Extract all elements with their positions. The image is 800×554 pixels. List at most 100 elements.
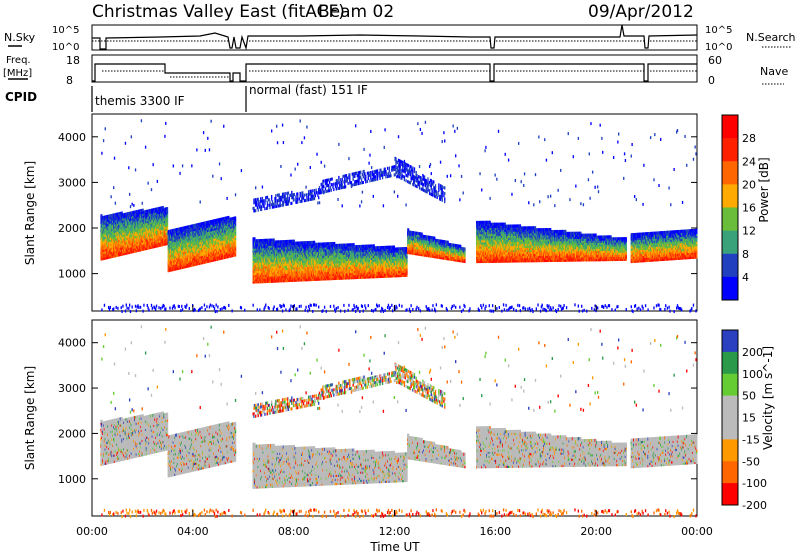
power-cell <box>305 186 306 189</box>
power-cell <box>289 197 290 200</box>
power-cell <box>210 120 211 123</box>
nave-tick-top: 60 <box>708 54 722 67</box>
power-cell <box>287 194 288 197</box>
power-cell <box>241 306 242 309</box>
freq-tick-top: 18 <box>66 54 80 67</box>
power-cell <box>284 195 285 198</box>
power-cell <box>303 197 304 200</box>
power-cell <box>306 126 307 129</box>
power-cell <box>228 304 229 307</box>
power-cell <box>142 202 143 205</box>
power-cell <box>264 202 265 205</box>
nsearch-tick-bottom: 10^0 <box>705 42 732 53</box>
power-cell <box>267 204 268 207</box>
power-cell <box>157 180 158 183</box>
power-cell <box>295 198 296 201</box>
power-cell <box>281 198 282 201</box>
power-cell <box>126 304 127 307</box>
power-cell <box>131 135 132 138</box>
power-cell <box>257 308 258 311</box>
power-cell <box>300 119 301 122</box>
power-cell <box>189 307 190 310</box>
power-cell <box>281 305 282 308</box>
power-cell <box>304 194 305 197</box>
cpid-mode-2: normal (fast) 151 IF <box>249 83 368 97</box>
power-cell <box>272 200 273 203</box>
power-cell <box>275 202 276 205</box>
power-cell <box>271 129 272 132</box>
power-cell <box>204 304 205 307</box>
power-cell <box>214 307 215 310</box>
power-cell <box>145 146 146 149</box>
power-cell <box>116 306 117 309</box>
power-cell <box>235 193 236 196</box>
power-cell <box>277 141 278 144</box>
power-cell <box>253 207 254 210</box>
power-cell <box>299 305 300 308</box>
power-cell <box>280 204 281 207</box>
power-cell <box>169 307 170 310</box>
power-cell <box>283 141 284 144</box>
nsearch-tick-top: 10^5 <box>705 25 732 36</box>
power-cell <box>263 202 264 205</box>
power-cell <box>263 205 264 208</box>
power-cell <box>136 309 137 312</box>
power-cell <box>165 307 166 310</box>
power-cell <box>267 196 268 199</box>
power-cell <box>244 309 245 312</box>
power-cell <box>126 307 127 310</box>
power-cell <box>179 172 180 175</box>
power-cell <box>274 305 275 308</box>
power-cell <box>293 196 294 199</box>
power-cell <box>147 182 148 185</box>
power-cell <box>140 306 141 309</box>
power-cell <box>110 195 111 198</box>
power-cell <box>182 164 183 167</box>
nsearch-label: N.Search <box>746 31 796 44</box>
power-cell <box>113 186 114 189</box>
power-cell <box>291 202 292 205</box>
power-cell <box>276 205 277 208</box>
power-cell <box>282 309 283 312</box>
power-cell <box>265 199 266 202</box>
power-cell <box>113 307 114 310</box>
power-cell <box>231 309 232 312</box>
power-cell <box>174 306 175 309</box>
power-cell <box>274 205 275 208</box>
power-cell <box>181 305 182 308</box>
power-cell <box>220 308 221 311</box>
nsky-panel: N.Sky 10^5 10^0 10^5 10^0 N.Search <box>4 25 796 53</box>
power-cell <box>117 307 118 310</box>
power-cell <box>180 309 181 312</box>
power-cell <box>115 202 116 205</box>
power-cell <box>296 307 297 310</box>
power-cell <box>235 216 236 219</box>
power-cell <box>308 190 309 193</box>
power-cell <box>267 207 268 210</box>
beam-label: Beam 02 <box>318 2 394 22</box>
power-cell <box>289 200 290 203</box>
power-cell <box>128 307 129 310</box>
power-cell <box>259 308 260 311</box>
power-cell <box>258 203 259 206</box>
power-cell <box>283 201 284 204</box>
chart-title: Christmas Valley East (fitACF) <box>92 2 345 22</box>
power-cell <box>277 308 278 311</box>
power-cell <box>191 164 192 167</box>
power-cell <box>131 203 132 206</box>
power-cell <box>259 203 260 206</box>
nave-trace <box>102 71 697 77</box>
power-cell <box>151 188 152 191</box>
power-scatter <box>100 119 697 313</box>
power-cell <box>260 197 261 200</box>
power-cell <box>268 198 269 201</box>
power-cell <box>122 305 123 308</box>
power-cell <box>201 306 202 309</box>
power-cell <box>167 207 168 210</box>
power-cell <box>285 308 286 311</box>
power-cell <box>295 195 296 198</box>
power-cell <box>217 305 218 308</box>
power-cell <box>164 135 165 138</box>
power-cell <box>291 191 292 194</box>
power-cell <box>206 305 207 308</box>
